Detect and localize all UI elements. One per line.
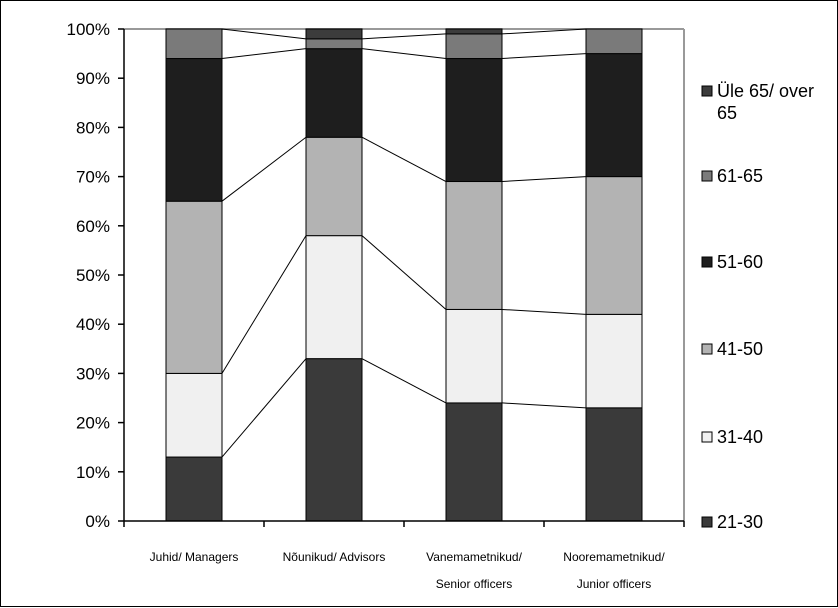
- y-tick-label: 20%: [76, 414, 110, 433]
- bar-segment-41-50-2: [305, 136, 363, 237]
- bar-segment-31-40-2: [305, 235, 363, 360]
- bar-segment--le-65-over-65-2: [305, 28, 363, 40]
- legend-label: 65: [717, 103, 737, 123]
- bar-segment-21-30-1: [165, 456, 223, 522]
- y-tick-label: 10%: [76, 463, 110, 482]
- series-line-3-3: [501, 176, 587, 183]
- bar-segment--le-65-over-65-3: [445, 28, 503, 35]
- bar-segment-21-30-3: [445, 402, 503, 522]
- legend-label: 31-40: [717, 427, 763, 447]
- y-tick-label: 80%: [76, 118, 110, 137]
- bar-segment-51-60-3: [445, 58, 503, 183]
- series-line-3-1: [221, 136, 307, 202]
- bar-segment-31-40-1: [165, 372, 223, 458]
- legend-swatch: [701, 343, 713, 355]
- series-line-2-2: [361, 235, 447, 310]
- series-line-1-3: [501, 402, 587, 409]
- series-line-1-1: [221, 358, 307, 458]
- legend-swatch: [701, 431, 713, 443]
- bar-segment-51-60-1: [165, 58, 223, 202]
- series-line-2-1: [221, 235, 307, 374]
- legend-label: 41-50: [717, 339, 763, 359]
- x-category-label: Nooremametnikud/: [563, 550, 665, 564]
- y-tick-label: 30%: [76, 364, 110, 383]
- x-category-label: Senior officers: [436, 577, 512, 591]
- legend-swatch: [701, 170, 713, 182]
- series-line-2-3: [501, 308, 587, 315]
- bar-segment-41-50-3: [445, 181, 503, 310]
- x-category-label: Juhid/ Managers: [150, 550, 239, 564]
- y-tick-label: 40%: [76, 315, 110, 334]
- legend-label: 61-65: [717, 166, 763, 186]
- series-line-5-1: [221, 28, 307, 40]
- bar-segment-31-40-3: [445, 308, 503, 404]
- bar-segment-21-30-2: [305, 358, 363, 522]
- series-line-4-3: [501, 53, 587, 60]
- legend-swatch: [701, 256, 713, 268]
- y-tick-label: 60%: [76, 217, 110, 236]
- y-tick-label: 70%: [76, 168, 110, 187]
- bar-segment-41-50-4: [585, 176, 643, 315]
- bar-segment-61-65-2: [305, 38, 363, 50]
- legend-label: 51-60: [717, 252, 763, 272]
- bar-segment-61-65-1: [165, 28, 223, 60]
- legend-label: 21-30: [717, 512, 763, 532]
- bar-segment-61-65-3: [445, 33, 503, 60]
- bar-segment-51-60-2: [305, 48, 363, 138]
- x-category-label: Nõunikud/ Advisors: [283, 550, 386, 564]
- x-category-label: Vanemametnikud/: [426, 550, 522, 564]
- series-line-5-2: [361, 33, 447, 40]
- bar-segment-61-65-4: [585, 28, 643, 55]
- bar-segment-51-60-4: [585, 53, 643, 178]
- legend-label: Üle 65/ over: [717, 81, 814, 101]
- series-line-4-2: [361, 48, 447, 60]
- series-line-5-3: [501, 28, 587, 35]
- x-category-label: Junior officers: [577, 577, 651, 591]
- y-tick-label: 50%: [76, 266, 110, 285]
- legend-swatch: [701, 85, 713, 97]
- legend-swatch: [701, 516, 713, 528]
- bar-segment-31-40-4: [585, 313, 643, 409]
- y-tick-label: 0%: [85, 512, 110, 531]
- y-tick-label: 90%: [76, 69, 110, 88]
- series-line-4-1: [221, 48, 307, 60]
- series-line-3-2: [361, 136, 447, 182]
- bar-segment-41-50-1: [165, 200, 223, 374]
- bar-segment-21-30-4: [585, 407, 643, 522]
- y-tick-label: 100%: [67, 20, 110, 39]
- series-line-1-2: [361, 358, 447, 404]
